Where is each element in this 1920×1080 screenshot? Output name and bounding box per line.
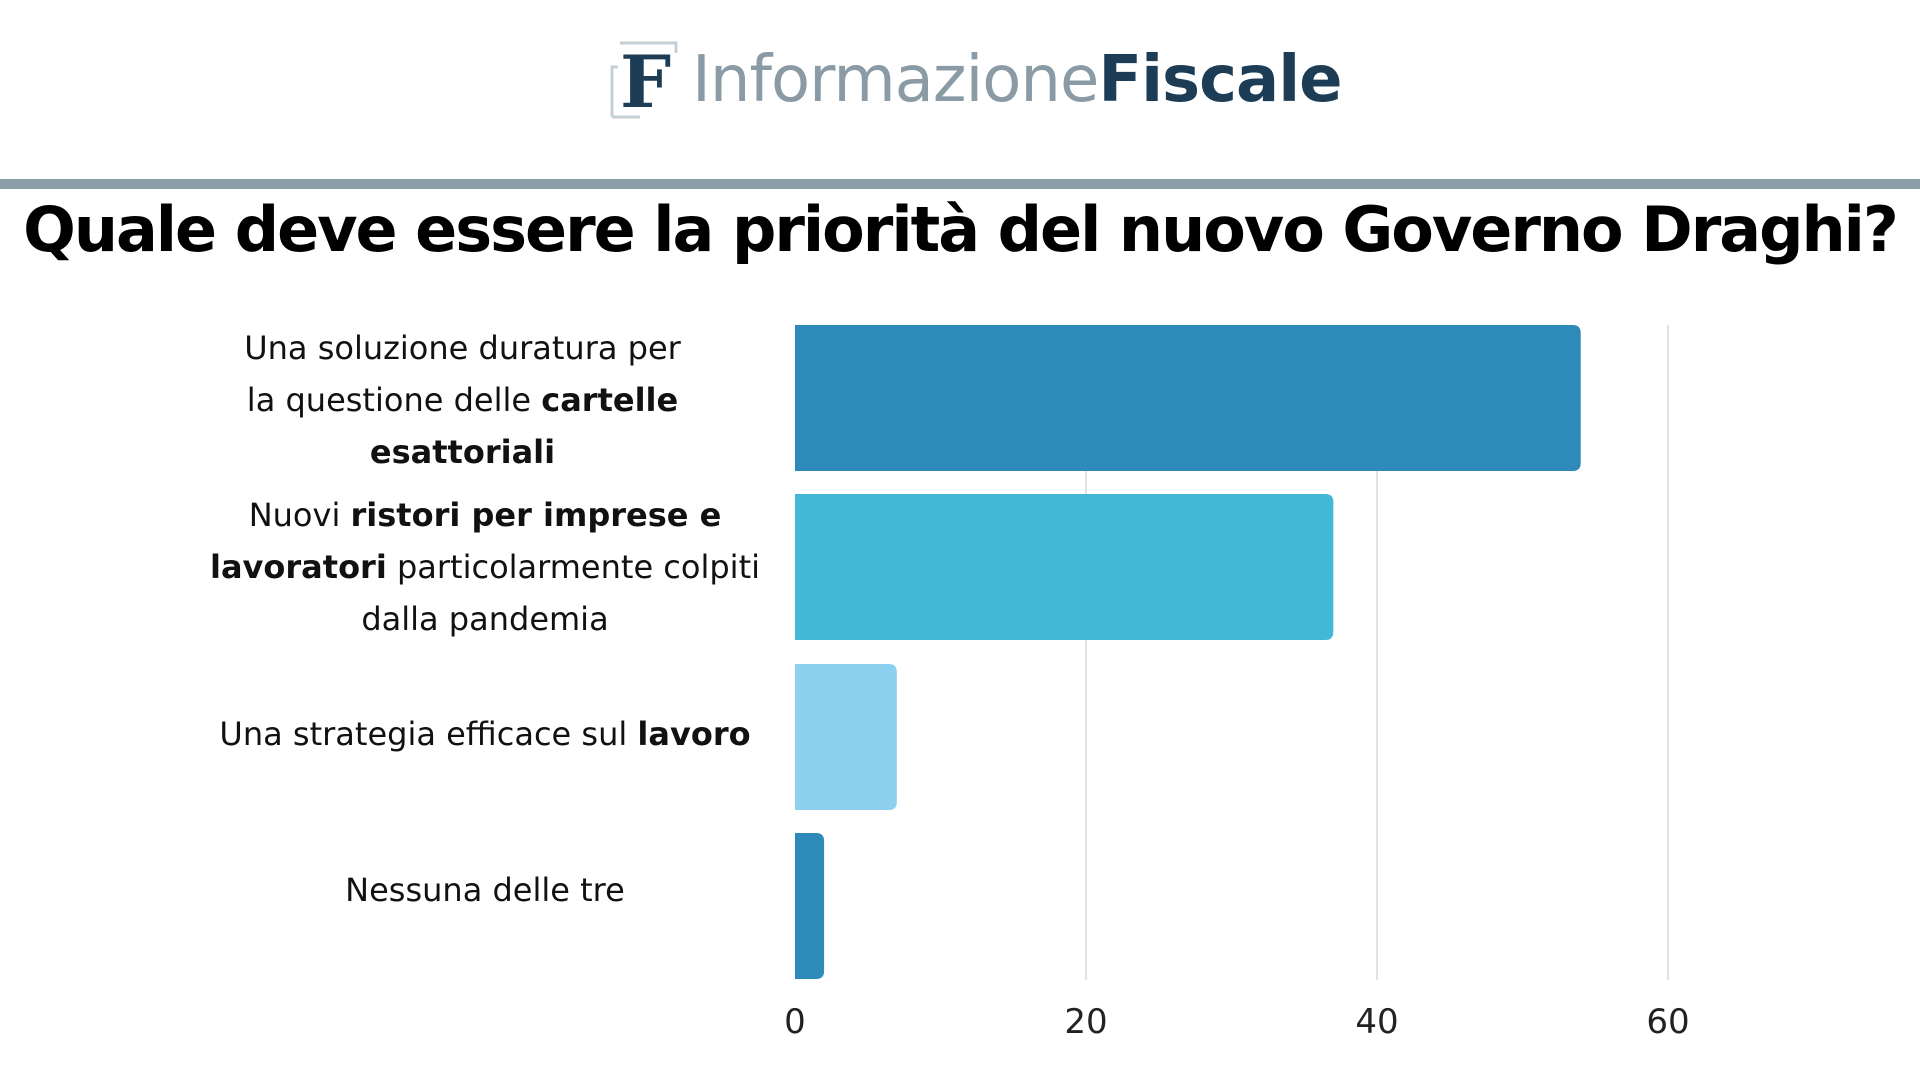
category-label-line: la questione delle cartelle bbox=[190, 374, 735, 426]
header: F InformazioneFiscale bbox=[0, 0, 1920, 180]
category-label-line: Una strategia efficace sul lavoro bbox=[190, 708, 780, 760]
brand-name-light: Informazione bbox=[692, 43, 1099, 117]
category-label: Nessuna delle tre bbox=[190, 864, 780, 916]
bar bbox=[795, 664, 897, 810]
logo-mark-icon: F bbox=[610, 39, 678, 123]
category-label-run: dalla pandemia bbox=[361, 600, 609, 638]
category-label: Una strategia efficace sul lavoro bbox=[190, 708, 780, 760]
bar bbox=[795, 833, 825, 979]
category-label: Una soluzione duratura per la questione d… bbox=[190, 322, 735, 478]
header-divider bbox=[0, 179, 1920, 189]
brand-name-bold: Fiscale bbox=[1098, 43, 1342, 117]
logo-mark-letter: F bbox=[620, 39, 671, 123]
category-label-line: lavoratori particolarmente colpiti bbox=[190, 541, 780, 593]
category-label-run: lavoro bbox=[637, 715, 751, 753]
category-label-run: Nuovi bbox=[248, 496, 351, 534]
category-label-run: ristori per imprese e bbox=[350, 496, 722, 534]
x-tick-label: 20 bbox=[1064, 1002, 1107, 1042]
bar bbox=[795, 325, 1581, 471]
category-label-line: Nessuna delle tre bbox=[190, 864, 780, 916]
category-label-run: Una strategia efficace sul bbox=[219, 715, 638, 753]
chart-title: Quale deve essere la priorità del nuovo … bbox=[23, 193, 1899, 266]
category-label-run: Nessuna delle tre bbox=[345, 871, 625, 909]
x-tick-label: 40 bbox=[1355, 1002, 1398, 1042]
brand-logo: F InformazioneFiscale bbox=[606, 36, 1343, 124]
x-tick-label: 0 bbox=[784, 1002, 806, 1042]
category-label-run: Una soluzione duratura per bbox=[244, 329, 681, 367]
x-tick-label: 60 bbox=[1646, 1002, 1689, 1042]
category-label-run: particolarmente colpiti bbox=[386, 548, 760, 586]
category-label-run: cartelle bbox=[541, 381, 679, 419]
category-label-line: esattoriali bbox=[190, 426, 735, 478]
brand-name: InformazioneFiscale bbox=[692, 48, 1343, 112]
category-label-run: esattoriali bbox=[369, 433, 556, 471]
category-label-line: Nuovi ristori per imprese e bbox=[190, 489, 780, 541]
category-label-line: dalla pandemia bbox=[190, 593, 780, 645]
bar bbox=[795, 494, 1334, 640]
category-label-run: lavoratori bbox=[209, 548, 387, 586]
category-label-line: Una soluzione duratura per bbox=[190, 322, 735, 374]
category-label: Nuovi ristori per imprese e lavoratori pa… bbox=[190, 489, 780, 645]
category-label-run: la questione delle bbox=[246, 381, 542, 419]
